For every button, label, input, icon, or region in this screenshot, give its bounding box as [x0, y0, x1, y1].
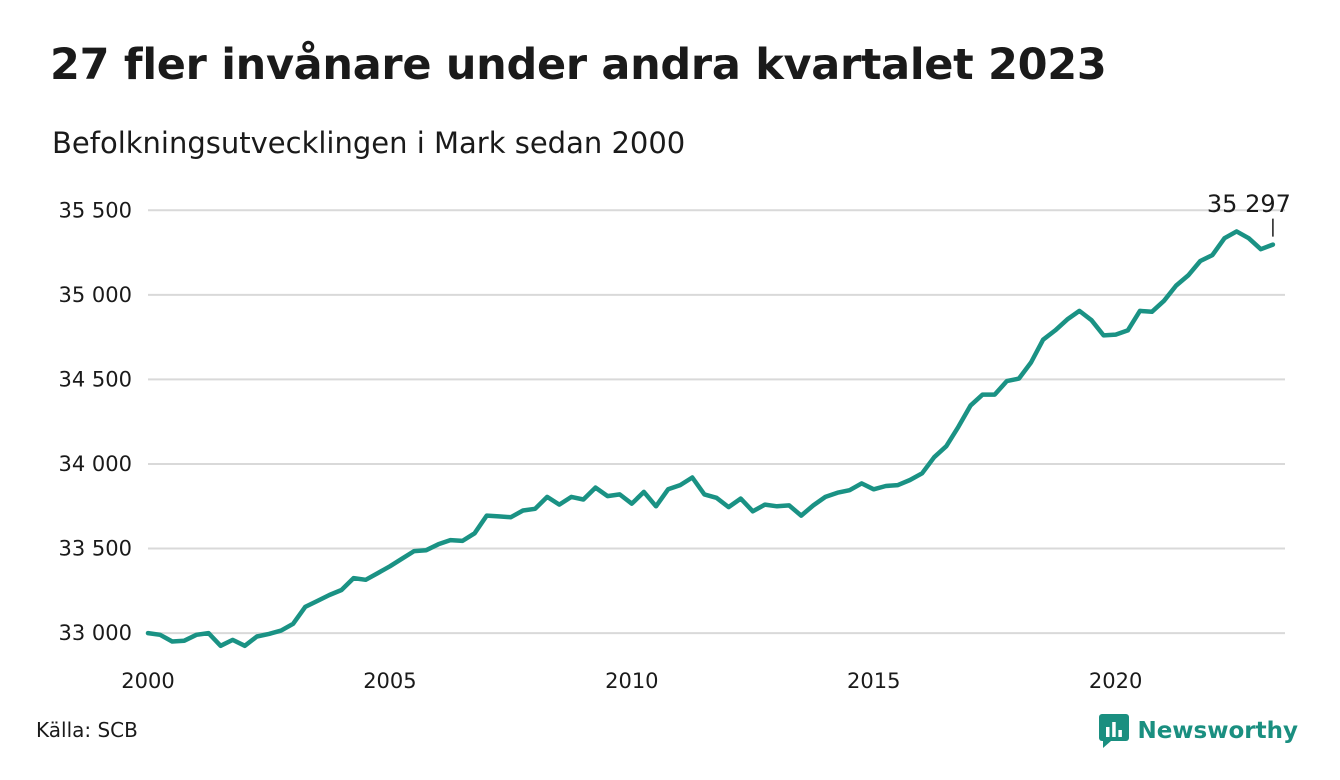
x-tick-label: 2020	[1089, 669, 1142, 693]
chart-title: 27 fler invånare under andra kvartalet 2…	[50, 40, 1107, 90]
x-tick-label: 2000	[121, 669, 174, 693]
grid-lines	[148, 209, 1285, 635]
y-tick-label: 33 500	[59, 537, 132, 561]
brand-name: Newsworthy	[1137, 718, 1298, 744]
y-tick-label: 35 000	[59, 283, 132, 307]
x-tick-label: 2010	[605, 669, 658, 693]
brand-logo: Newsworthy	[1099, 714, 1298, 748]
y-tick-label: 35 500	[59, 198, 132, 222]
y-tick-label: 34 500	[59, 367, 132, 391]
series-layer	[145, 229, 1276, 649]
newsworthy-logo-icon	[1099, 714, 1130, 748]
y-tick-label: 33 000	[59, 621, 132, 645]
chart-subtitle: Befolkningsutvecklingen i Mark sedan 200…	[52, 126, 686, 160]
x-tick-label: 2005	[363, 669, 416, 693]
annotation-layer: 35 297	[1207, 190, 1291, 237]
y-axis-tick-labels: 33 000 33 500 34 000 34 500 35 000 35 500	[59, 198, 132, 645]
y-tick-label: 34 000	[59, 452, 132, 476]
series-line	[145, 229, 1276, 649]
source-note: Källa: SCB	[36, 718, 138, 742]
annotation-label: 35 297	[1207, 190, 1291, 218]
x-axis-tick-labels: 2000 2005 2010 2015 2020	[121, 669, 1142, 693]
x-tick-label: 2015	[847, 669, 900, 693]
